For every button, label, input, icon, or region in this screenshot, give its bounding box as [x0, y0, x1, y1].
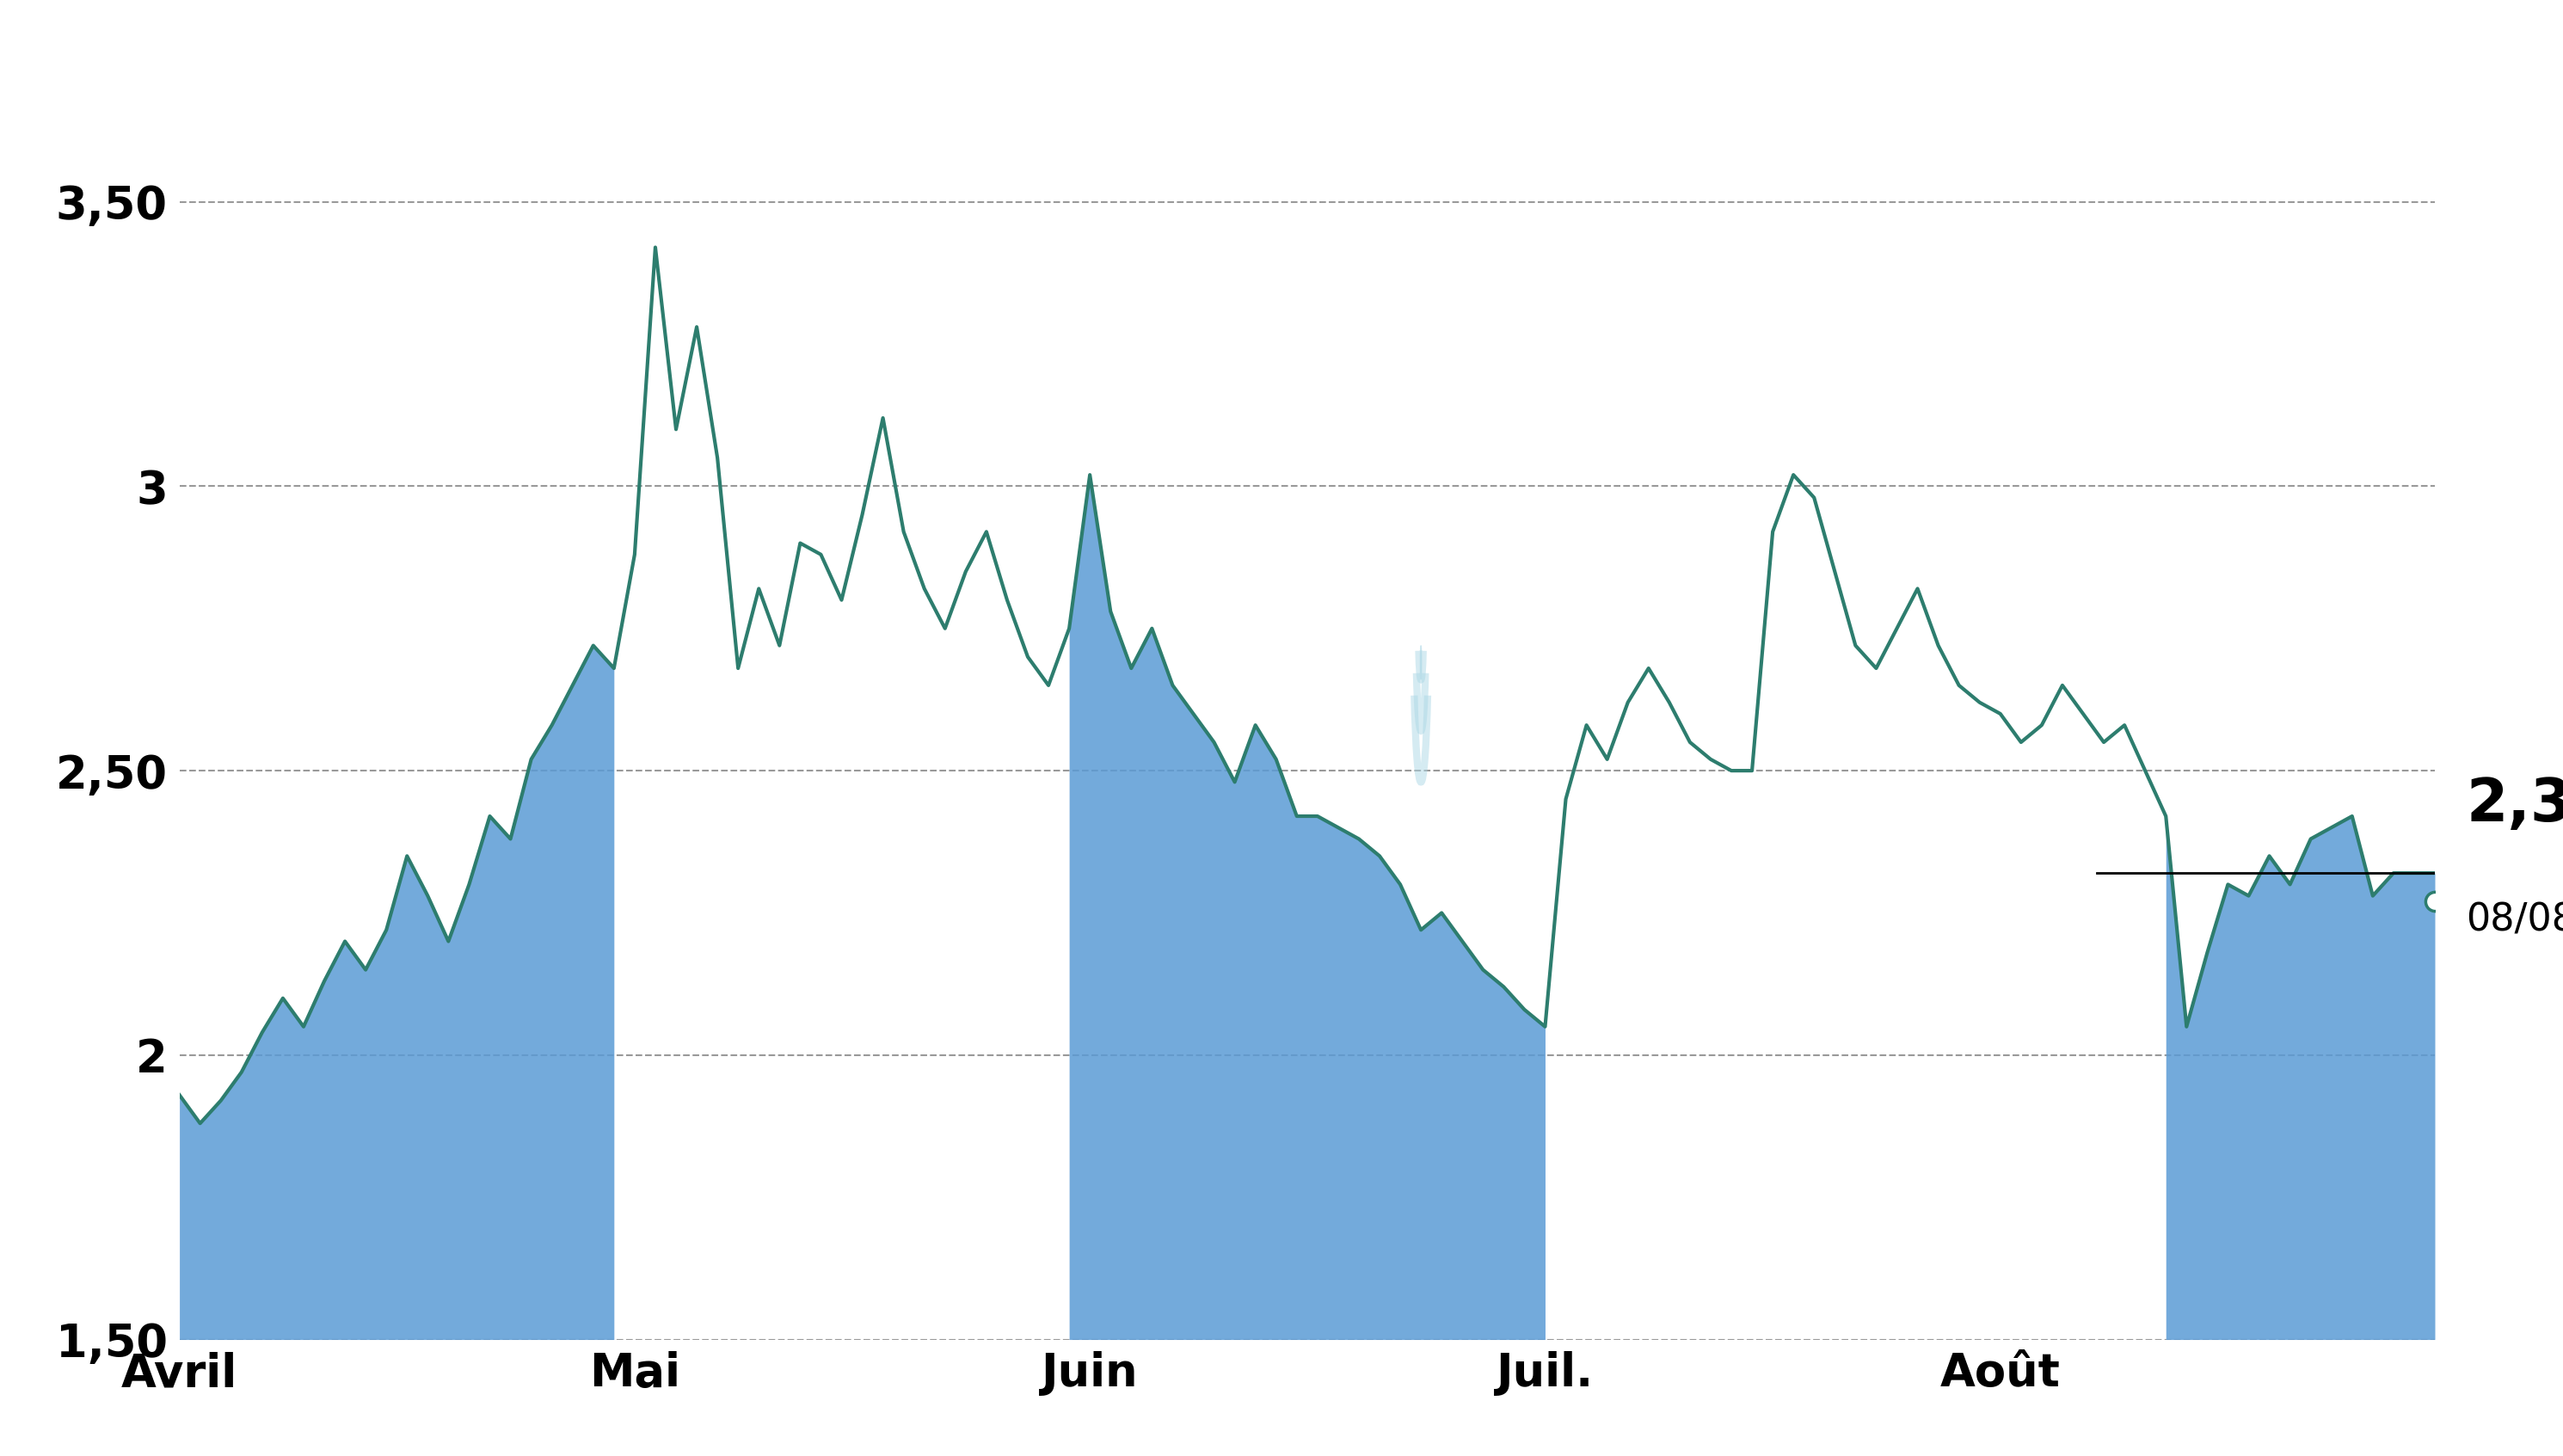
Text: 2,32: 2,32: [2466, 776, 2563, 833]
Text: MCPHY ENERGY: MCPHY ENERGY: [900, 16, 1663, 100]
Text: 08/08: 08/08: [2466, 901, 2563, 939]
